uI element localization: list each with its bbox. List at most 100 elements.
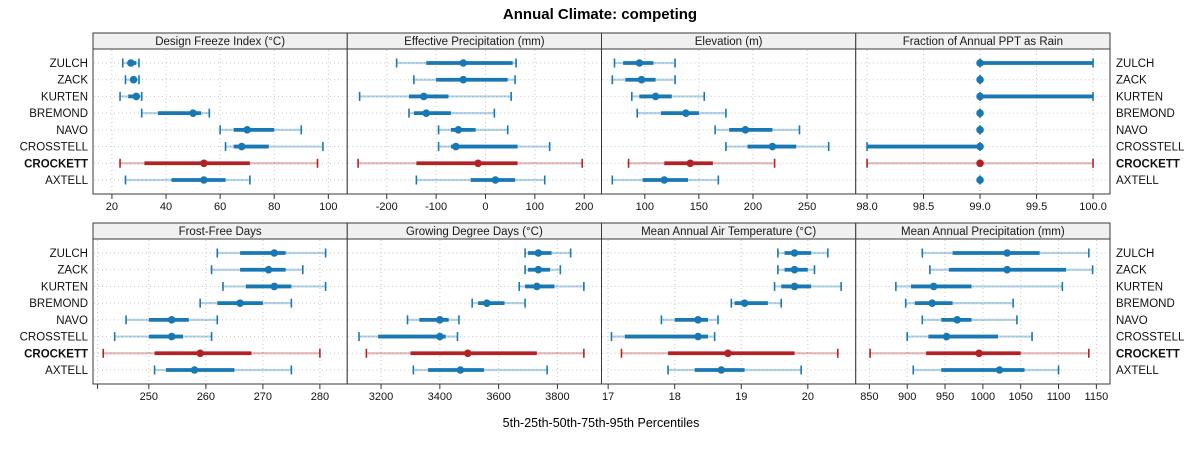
percentile-bar-zack xyxy=(976,75,984,85)
median-dot xyxy=(436,332,444,341)
percentile-bar-crosstell xyxy=(437,142,551,152)
axis-tick-label: 850 xyxy=(860,391,878,403)
axis-tick-label: 100.0 xyxy=(1079,201,1107,213)
median-dot xyxy=(459,59,468,67)
percentile-bar-zack xyxy=(413,75,516,85)
panel-header-label: Frost-Free Days xyxy=(179,226,262,238)
median-dot xyxy=(419,92,428,101)
panel-effective-precipitation: -200 -100 0 100 200 Effective Precipitation (… xyxy=(346,32,602,213)
median-dot xyxy=(483,299,491,307)
row-label-left: CROCKETT xyxy=(24,348,88,360)
panel-mean-annual-precipitation: 850 900 950 1000 1050 1100 1150 Mean Annual Pre… xyxy=(855,222,1185,403)
panel-body xyxy=(855,48,1111,195)
panel-header-label: Effective Precipitation (mm) xyxy=(404,36,545,48)
axis-tick-label: 18 xyxy=(669,391,681,403)
row-label-right: KURTEN xyxy=(1116,91,1163,103)
percentile-bar-axtell xyxy=(153,365,293,375)
median-dot xyxy=(474,159,482,168)
percentile-bar-navo xyxy=(714,125,801,135)
axis-tick-label: 1150 xyxy=(1085,391,1109,403)
median-dot xyxy=(459,75,468,84)
percentile-bar-crockett xyxy=(869,348,1090,358)
row-label-right: AXTELL xyxy=(1116,365,1159,377)
median-dot xyxy=(463,349,472,358)
axis-tick-label: 950 xyxy=(936,391,954,403)
axis-tick-label: 20 xyxy=(106,201,118,213)
median-dot xyxy=(167,316,176,324)
median-dot xyxy=(1003,249,1011,257)
chart-title: Annual Climate: competing xyxy=(503,6,697,23)
median-dot xyxy=(1003,265,1011,274)
median-dot xyxy=(929,282,938,291)
percentile-bar-crosstell xyxy=(358,332,459,342)
median-dot xyxy=(694,316,702,324)
axis-tick-label: 100 xyxy=(526,201,544,213)
median-dot xyxy=(790,249,799,257)
axis-tick-label: 0 xyxy=(482,201,488,213)
median-dot xyxy=(976,109,984,117)
percentile-bar-axtell xyxy=(976,175,984,185)
percentile-bar-zulch xyxy=(121,58,140,68)
percentile-bar-crosstell xyxy=(610,332,716,342)
median-dot xyxy=(790,282,799,291)
panel-elevation: 100 150 200 250 Elevation (m) xyxy=(601,32,857,213)
row-label-left: CROSSTELL xyxy=(20,332,89,344)
percentile-bar-kurten xyxy=(773,281,842,291)
row-label-left: ZULCH xyxy=(50,58,88,70)
percentile-bar-axtell xyxy=(912,365,1060,375)
median-dot xyxy=(534,265,543,274)
median-dot xyxy=(454,126,463,134)
percentile-bar-navo xyxy=(976,125,984,135)
median-dot xyxy=(953,316,961,324)
panel-grid: 20 40 60 80 100 Design Freeze Index (°C) ZULCH… xyxy=(20,32,1185,403)
axis-tick-label: 900 xyxy=(898,391,916,403)
percentile-bar-kurten xyxy=(358,91,512,101)
percentile-bar-axtell xyxy=(124,175,251,185)
percentile-bar-navo xyxy=(125,315,219,325)
percentile-bar-zack xyxy=(929,265,1094,275)
percentile-bar-bremond xyxy=(471,298,526,308)
percentile-bar-crosstell xyxy=(113,332,213,342)
axis-tick-label: 3400 xyxy=(428,391,452,403)
median-dot xyxy=(975,349,983,358)
percentile-bar-crockett xyxy=(866,158,1094,168)
panel-fraction-ppt-rain: 98.0 98.5 99.0 99.5 100.0 Fraction of Annual … xyxy=(855,32,1185,213)
axis-tick-label: 98.0 xyxy=(856,201,877,213)
median-dot xyxy=(740,299,749,307)
median-dot xyxy=(651,92,660,101)
percentile-bar-kurten xyxy=(119,91,143,101)
axis-tick-label: -200 xyxy=(376,201,398,213)
percentile-bar-crosstell xyxy=(906,332,1033,342)
percentile-bar-zulch xyxy=(921,248,1090,258)
panel-header-label: Growing Degree Days (°C) xyxy=(406,226,543,238)
axis-tick-label: 3800 xyxy=(545,391,569,403)
row-label-right: NAVO xyxy=(1116,315,1148,327)
percentile-bar-crockett xyxy=(620,348,839,358)
median-dot xyxy=(741,126,750,134)
median-dot xyxy=(976,92,984,101)
median-dot xyxy=(264,265,273,274)
axis-tick-label: -100 xyxy=(425,201,447,213)
median-dot xyxy=(452,142,460,151)
row-label-right: ZACK xyxy=(1116,265,1147,277)
row-label-right: CROSSTELL xyxy=(1116,142,1185,154)
percentile-bar-zulch xyxy=(613,58,676,68)
median-dot xyxy=(270,249,279,257)
median-dot xyxy=(436,316,444,324)
axis-tick-label: 100 xyxy=(636,201,654,213)
median-dot xyxy=(491,176,500,184)
axis-tick-label: 20 xyxy=(802,391,814,403)
percentile-bar-crosstell xyxy=(224,142,324,152)
row-label-right: AXTELL xyxy=(1116,175,1159,187)
percentile-bar-axtell xyxy=(667,365,802,375)
row-label-left: ZACK xyxy=(57,265,88,277)
axis-tick-label: 250 xyxy=(140,391,158,403)
row-label-right: CROCKETT xyxy=(1116,158,1180,170)
median-dot xyxy=(189,109,197,117)
row-label-right: CROSSTELL xyxy=(1116,332,1185,344)
median-dot xyxy=(196,349,204,358)
axis-tick-label: 60 xyxy=(214,201,226,213)
axis-tick-label: 1100 xyxy=(1047,391,1071,403)
percentile-bar-bremond xyxy=(976,108,984,118)
